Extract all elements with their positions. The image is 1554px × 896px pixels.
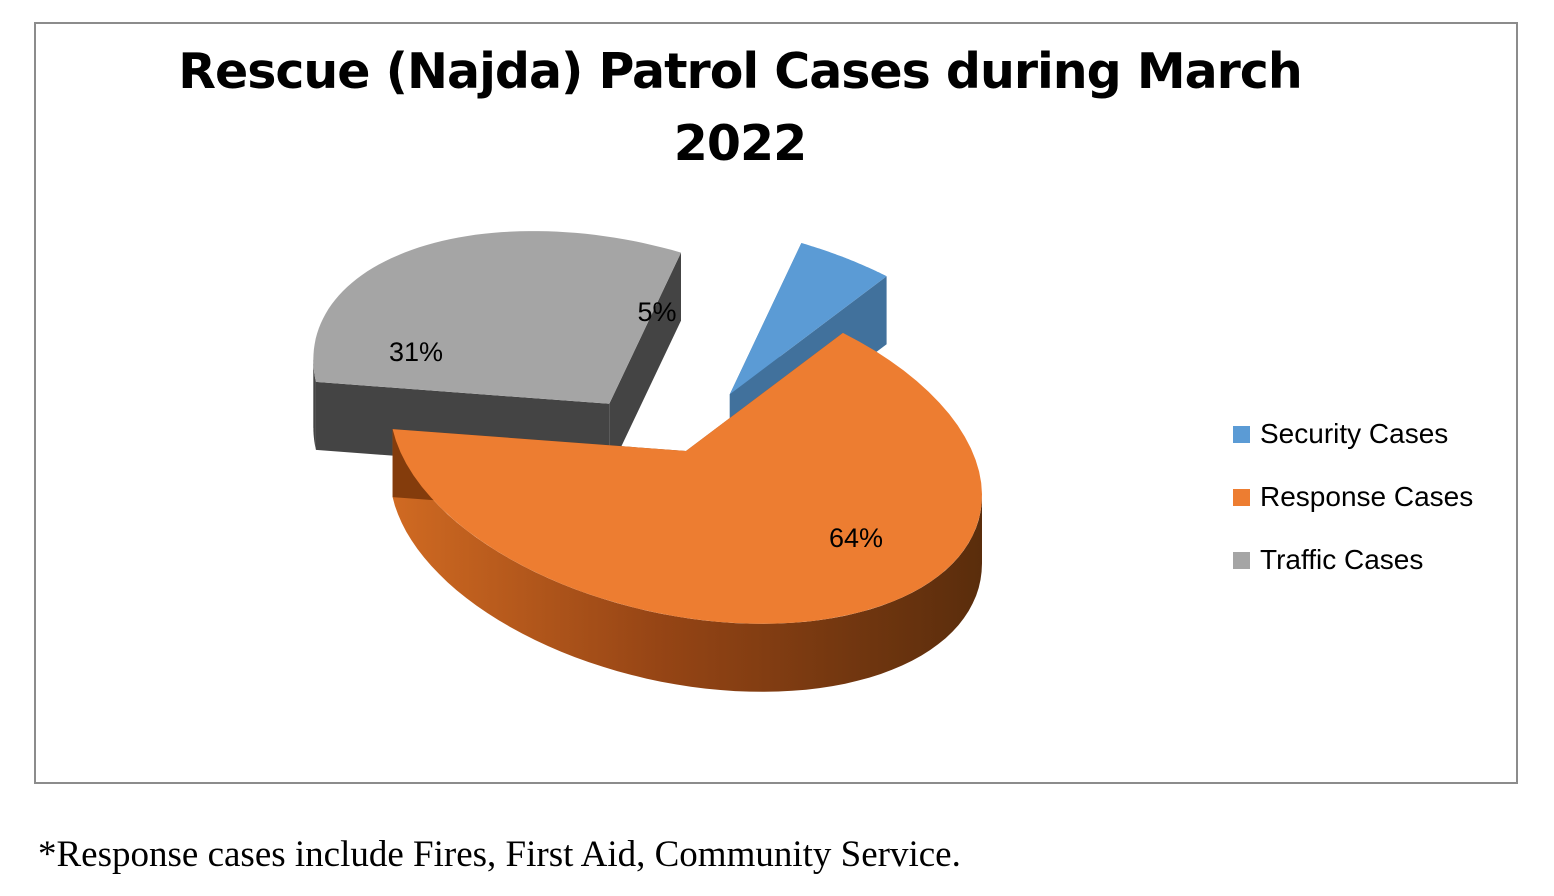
data-label-security: 5% (637, 297, 676, 327)
chart-title-line-1: Rescue (Najda) Patrol Cases during March (178, 43, 1303, 100)
legend-swatch-traffic (1233, 551, 1250, 569)
chart-title: Rescue (Najda) Patrol Cases during March… (150, 36, 1330, 180)
pie-slice-security (729, 243, 887, 395)
legend-label-response: Response Cases (1260, 481, 1474, 512)
legend-label-security: Security Cases (1260, 418, 1449, 449)
chart-title-line-2: 2022 (673, 115, 807, 172)
pie-slice-traffic (313, 231, 681, 404)
pie-side-traffic (313, 359, 316, 450)
legend-label-traffic: Traffic Cases (1260, 544, 1424, 575)
pie-side-response (392, 429, 983, 692)
legend-item-traffic: Traffic Cases (1233, 540, 1473, 580)
pie-edge-traffic-1 (609, 252, 681, 472)
legend-item-response: Response Cases (1233, 477, 1473, 517)
chart-legend: Security Cases Response Cases Traffic Ca… (1233, 414, 1473, 603)
legend-item-security: Security Cases (1233, 414, 1473, 454)
legend-swatch-security (1233, 425, 1250, 443)
legend-swatch-response (1233, 488, 1250, 506)
pie-slices (313, 231, 983, 692)
footnote: *Response cases include Fires, First Aid… (38, 834, 961, 875)
pie-data-labels: 5% 64% 31% (389, 297, 883, 553)
data-label-response: 64% (829, 523, 883, 553)
data-label-traffic: 31% (389, 337, 443, 367)
pie-slice-response (392, 332, 983, 624)
